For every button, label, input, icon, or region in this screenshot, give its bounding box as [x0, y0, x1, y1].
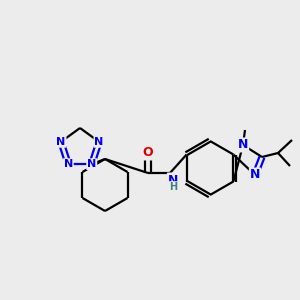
Text: O: O: [143, 146, 153, 160]
Text: N: N: [87, 159, 96, 169]
Text: N: N: [250, 169, 260, 182]
Text: N: N: [56, 137, 66, 147]
Text: N: N: [238, 139, 248, 152]
Text: N: N: [94, 137, 103, 147]
Text: N: N: [64, 159, 73, 169]
Text: N: N: [168, 173, 178, 187]
Text: H: H: [169, 182, 177, 192]
